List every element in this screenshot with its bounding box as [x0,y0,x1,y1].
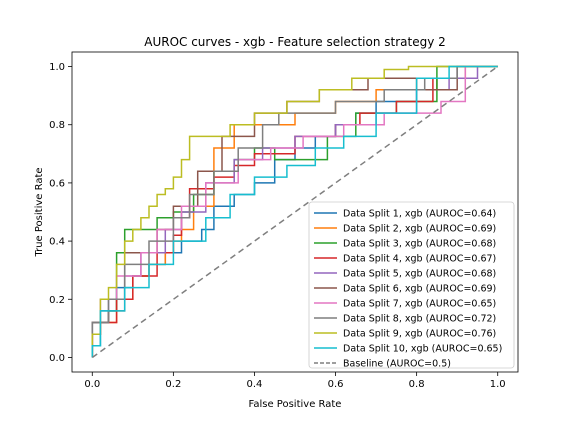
legend-label-1: Data Split 1, xgb (AUROC=0.64) [343,209,496,220]
x-tick-label: 1.0 [490,379,506,390]
x-tick-label: 0.2 [165,379,181,390]
legend-label-6: Data Split 6, xgb (AUROC=0.69) [343,284,496,295]
x-tick-label: 0.4 [247,379,263,390]
x-tick-label: 0.8 [409,379,425,390]
x-tick-label: 0.6 [328,379,344,390]
legend-label-7: Data Split 7, xgb (AUROC=0.65) [343,299,496,310]
x-tick-label: 0.0 [84,379,100,390]
legend-label-8: Data Split 8, xgb (AUROC=0.72) [343,314,496,325]
legend-label-5: Data Split 5, xgb (AUROC=0.68) [343,269,496,280]
y-tick-label: 0.8 [49,120,65,131]
legend-label-10: Data Split 10, xgb (AUROC=0.65) [343,344,502,355]
y-tick-label: 1.0 [49,62,65,73]
legend: Data Split 1, xgb (AUROC=0.64) Data Split… [309,202,514,370]
x-axis-label: False Positive Rate [249,399,342,410]
legend-label-9: Data Split 9, xgb (AUROC=0.76) [343,329,496,340]
y-tick-label: 0.0 [49,353,65,364]
y-tick-label: 0.4 [49,237,65,248]
legend-label-2: Data Split 2, xgb (AUROC=0.69) [343,224,496,235]
legend-label-11: Baseline (AUROC=0.5) [343,359,451,370]
y-tick-label: 0.6 [49,178,65,189]
legend-label-3: Data Split 3, xgb (AUROC=0.68) [343,239,496,250]
y-axis-label: True Positive Rate [34,167,45,257]
y-tick-label: 0.2 [49,295,65,306]
chart-title: AUROC curves - xgb - Feature selection s… [144,35,446,49]
legend-label-4: Data Split 4, xgb (AUROC=0.67) [343,254,496,265]
